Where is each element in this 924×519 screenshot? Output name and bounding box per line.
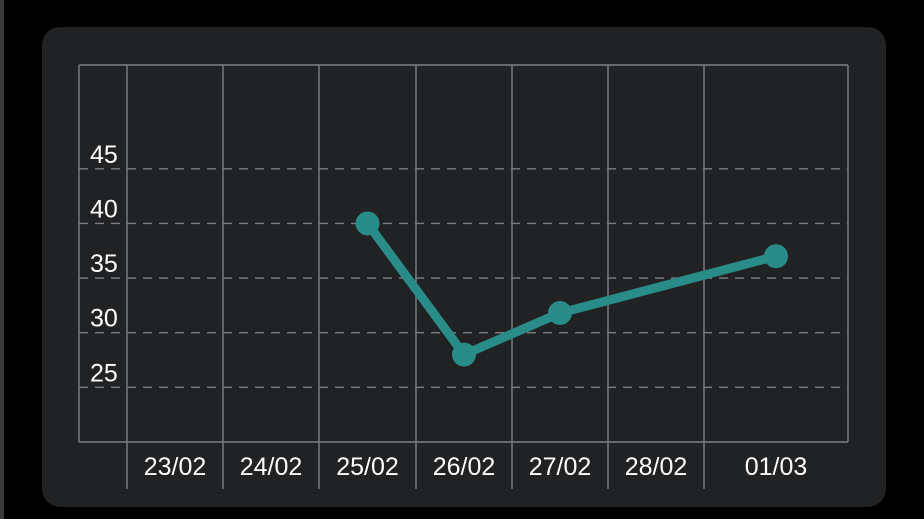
y-tick-label: 30	[90, 305, 118, 333]
data-point	[548, 301, 572, 326]
y-tick-label: 45	[90, 141, 118, 169]
line-chart: 25 30 35 40 45 23/02 24/02 25/02 26/02 27/02 28/02…	[78, 64, 849, 489]
series-line	[363, 218, 781, 360]
chart-card: 25 30 35 40 45 23/02 24/02 25/02 26/02 27/02 28/02…	[42, 27, 886, 507]
window-edge	[0, 0, 4, 519]
x-tick-label: 23/02	[144, 453, 207, 481]
x-tick-label: 28/02	[625, 453, 688, 481]
data-point	[452, 342, 476, 367]
x-tick-label: 25/02	[336, 453, 399, 481]
data-point	[355, 211, 380, 236]
series-layer	[355, 211, 788, 367]
y-tick-label: 25	[90, 359, 118, 387]
x-tick-label: 27/02	[529, 453, 592, 481]
grid-layer	[78, 64, 849, 489]
x-tick-label: 01/03	[745, 453, 808, 481]
x-tick-label: 24/02	[240, 453, 303, 481]
x-tick-label: 26/02	[433, 453, 496, 481]
tick-layer: 25 30 35 40 45 23/02 24/02 25/02 26/02 27/02 28/02…	[90, 141, 807, 481]
y-tick-label: 40	[90, 195, 118, 223]
data-point	[764, 244, 788, 269]
y-tick-label: 35	[90, 250, 118, 278]
